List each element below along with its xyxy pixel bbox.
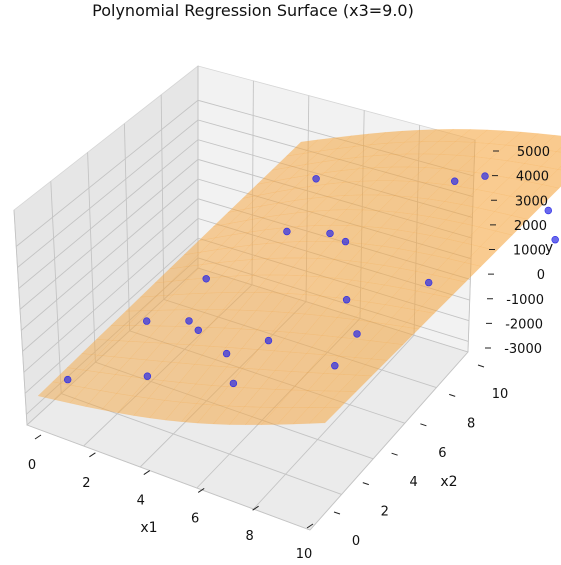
surface-patch bbox=[417, 294, 451, 314]
grid-line bbox=[87, 152, 96, 363]
z-tick-label: -1000 bbox=[506, 293, 544, 308]
x-tick-mark bbox=[306, 523, 314, 529]
data-point bbox=[425, 278, 433, 287]
surface-patch bbox=[510, 199, 544, 220]
data-point bbox=[264, 336, 273, 345]
data-point bbox=[222, 349, 231, 358]
surface-patch bbox=[324, 390, 357, 408]
surface-patch bbox=[308, 406, 342, 424]
x-tick-mark bbox=[89, 452, 96, 458]
y-tick-label: 2 bbox=[381, 505, 389, 520]
data-point bbox=[341, 237, 350, 246]
x-tick-mark bbox=[252, 505, 259, 511]
data-point bbox=[481, 172, 489, 180]
data-point bbox=[143, 317, 151, 325]
data-point bbox=[451, 177, 459, 185]
z-tick-label: 0 bbox=[537, 268, 545, 283]
z-tick-label: 5000 bbox=[517, 145, 550, 160]
data-point bbox=[202, 275, 210, 283]
x-tick-mark bbox=[143, 470, 151, 476]
data-point bbox=[544, 206, 552, 215]
y-tick-mark bbox=[333, 511, 341, 515]
z-tick-label: 4000 bbox=[516, 170, 549, 185]
data-point bbox=[143, 372, 152, 380]
surface-patch bbox=[53, 384, 86, 404]
grid-line bbox=[50, 181, 62, 394]
x-tick-label: 2 bbox=[82, 476, 90, 491]
grid-line bbox=[253, 334, 415, 510]
grid-line bbox=[309, 351, 469, 531]
y-tick-mark bbox=[391, 452, 398, 456]
y-axis-label: x2 bbox=[440, 474, 457, 490]
z-tick-label: 1000 bbox=[513, 244, 546, 259]
surface-patch bbox=[557, 166, 561, 171]
regression-surface bbox=[37, 128, 561, 426]
y-tick-mark bbox=[449, 393, 456, 397]
x-tick-label: 8 bbox=[245, 529, 253, 544]
x-tick-label: 10 bbox=[296, 547, 313, 562]
data-point bbox=[312, 175, 320, 183]
y-tick-mark bbox=[477, 364, 485, 368]
y-tick-label: 4 bbox=[409, 475, 417, 490]
surface-patch bbox=[541, 169, 561, 189]
grid-line bbox=[13, 209, 28, 426]
chart-title: Polynomial Regression Surface (x3=9.0) bbox=[92, 1, 414, 20]
data-point bbox=[229, 379, 238, 388]
data-point bbox=[551, 236, 559, 244]
y-tick-label: 6 bbox=[438, 446, 446, 461]
data-point bbox=[283, 227, 291, 236]
z-tick-label: 3000 bbox=[515, 194, 548, 209]
y-tick-mark bbox=[420, 423, 427, 427]
z-tick-label: 2000 bbox=[514, 219, 547, 234]
data-point bbox=[326, 229, 334, 238]
y-tick-mark bbox=[362, 482, 369, 486]
z-tick-label: -3000 bbox=[504, 342, 542, 357]
z-tick-label: -2000 bbox=[505, 317, 543, 332]
y-tick-label: 8 bbox=[467, 416, 475, 431]
data-points bbox=[63, 172, 559, 388]
surface-patch bbox=[370, 342, 404, 361]
surface-patch bbox=[37, 381, 70, 400]
surface-patch bbox=[539, 134, 561, 152]
grid-line bbox=[26, 424, 311, 531]
z-axis-label: y bbox=[545, 240, 553, 256]
x-tick-mark bbox=[197, 487, 205, 493]
y-tick-label: 0 bbox=[352, 534, 360, 549]
data-point bbox=[353, 330, 361, 338]
surface-patch bbox=[556, 147, 561, 153]
axis-ticks: 0 2 4 6 8 10 0 2 4 6 8 10 -3000 -2000 -1000 0 1000 2000 30… bbox=[28, 145, 550, 562]
grid-line bbox=[123, 123, 131, 331]
surface-patch bbox=[401, 310, 435, 330]
grid-line bbox=[160, 94, 165, 300]
y-tick-label: 10 bbox=[492, 387, 509, 402]
data-point bbox=[194, 326, 203, 334]
x-tick-mark bbox=[34, 434, 42, 440]
data-point bbox=[185, 317, 193, 325]
x-tick-label: 6 bbox=[191, 511, 199, 526]
data-point bbox=[63, 375, 72, 384]
data-point bbox=[331, 362, 339, 370]
x-tick-label: 4 bbox=[137, 494, 145, 509]
data-point bbox=[342, 296, 351, 304]
x-tick-label: 0 bbox=[28, 458, 36, 473]
x-axis-label: x1 bbox=[140, 520, 157, 536]
